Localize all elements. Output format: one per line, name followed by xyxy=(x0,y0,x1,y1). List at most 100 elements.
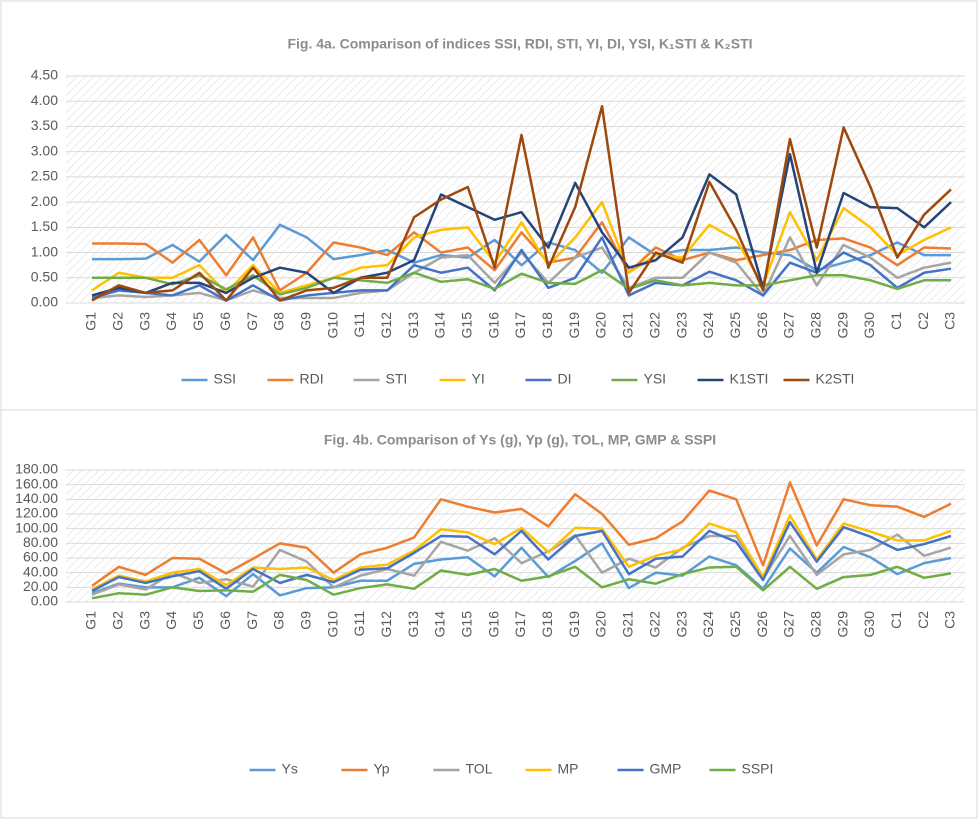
x-tick-label: G27 xyxy=(781,611,797,638)
series-line xyxy=(91,514,952,591)
x-tick-label: G9 xyxy=(297,312,313,331)
x-tick-label: G26 xyxy=(754,611,770,638)
x-tick-label: C3 xyxy=(942,312,958,330)
x-tick-label: G21 xyxy=(620,611,636,638)
y-tick-label: 80.00 xyxy=(23,534,58,550)
y-tick-label: 20.00 xyxy=(23,578,58,594)
y-tick-label: 4.00 xyxy=(31,92,58,108)
x-tick-label: G17 xyxy=(512,611,528,638)
y-tick-label: 2.00 xyxy=(31,193,58,209)
legend-label: TOL xyxy=(466,761,493,777)
legend-label: K2STI xyxy=(816,371,855,387)
x-tick-label: G5 xyxy=(190,312,206,331)
y-tick-label: 120.00 xyxy=(15,505,58,521)
x-tick-label: G13 xyxy=(405,312,421,339)
x-tick-label: G3 xyxy=(136,312,152,331)
x-tick-label: G10 xyxy=(324,611,340,638)
x-tick-label: G24 xyxy=(700,611,716,638)
x-tick-label: G25 xyxy=(727,611,743,638)
x-tick-label: G12 xyxy=(378,611,394,638)
legend-label: K1STI xyxy=(730,371,769,387)
legend-label: SSPI xyxy=(742,761,774,777)
x-tick-label: G16 xyxy=(485,312,501,339)
y-tick-label: 1.00 xyxy=(31,243,58,259)
x-tick-label: G1 xyxy=(83,312,99,331)
x-tick-label: G29 xyxy=(834,611,850,638)
x-tick-label: G23 xyxy=(673,611,689,638)
x-tick-label: G30 xyxy=(861,312,877,339)
legend-label: STI xyxy=(386,371,408,387)
legend-label: YSI xyxy=(644,371,667,387)
y-tick-label: 40.00 xyxy=(23,563,58,579)
legend-label: Yp xyxy=(374,761,390,777)
legend-label: RDI xyxy=(300,371,324,387)
x-tick-label: G5 xyxy=(190,611,206,630)
legend-label: YI xyxy=(472,371,485,387)
x-tick-label: G22 xyxy=(646,611,662,638)
x-tick-label: C3 xyxy=(942,611,958,629)
x-tick-label: C1 xyxy=(888,611,904,629)
x-tick-label: G27 xyxy=(781,312,797,339)
x-tick-label: C1 xyxy=(888,312,904,330)
y-tick-label: 0.00 xyxy=(31,294,58,310)
legend-label: Ys xyxy=(282,761,298,777)
x-tick-label: G14 xyxy=(432,312,448,339)
x-tick-label: G28 xyxy=(807,312,823,339)
series-line xyxy=(91,236,952,302)
x-tick-label: G8 xyxy=(271,312,287,331)
x-tick-label: G11 xyxy=(351,611,367,637)
x-tick-label: G4 xyxy=(163,611,179,630)
x-tick-label: C2 xyxy=(915,312,931,330)
y-tick-label: 140.00 xyxy=(15,490,58,506)
series-line xyxy=(92,223,951,274)
x-tick-label: G15 xyxy=(459,312,475,339)
x-tick-label: G1 xyxy=(83,611,99,630)
x-tick-label: G10 xyxy=(324,312,340,339)
x-tick-label: G21 xyxy=(620,312,636,339)
x-tick-label: G8 xyxy=(271,611,287,630)
x-tick-label: G24 xyxy=(700,312,716,339)
x-tick-label: G12 xyxy=(378,312,394,339)
legend-label: SSI xyxy=(214,371,237,387)
y-tick-label: 3.50 xyxy=(31,117,58,133)
y-tick-label: 2.50 xyxy=(31,168,58,184)
x-tick-label: G11 xyxy=(351,312,367,338)
y-tick-label: 3.00 xyxy=(31,142,58,158)
y-tick-label: 160.00 xyxy=(15,475,58,491)
series-line xyxy=(91,105,952,302)
x-tick-label: G25 xyxy=(727,312,743,339)
x-tick-label: G20 xyxy=(593,312,609,339)
x-tick-label: G17 xyxy=(512,312,528,339)
x-tick-label: G6 xyxy=(217,312,233,331)
y-tick-label: 1.50 xyxy=(31,218,58,234)
y-tick-label: 0.50 xyxy=(31,268,58,284)
legend-label: MP xyxy=(558,761,579,777)
x-tick-label: G3 xyxy=(136,611,152,630)
series-line xyxy=(91,481,952,587)
x-tick-label: G4 xyxy=(163,312,179,331)
x-tick-label: G23 xyxy=(673,312,689,339)
x-tick-label: G19 xyxy=(566,312,582,339)
series-line xyxy=(91,565,952,600)
x-tick-label: G16 xyxy=(485,611,501,638)
series-line xyxy=(91,520,952,593)
series-line xyxy=(91,542,952,598)
x-tick-label: G14 xyxy=(432,611,448,638)
x-tick-label: G19 xyxy=(566,611,582,638)
x-tick-label: G6 xyxy=(217,611,233,630)
x-tick-label: G18 xyxy=(539,312,555,339)
x-tick-label: G22 xyxy=(646,312,662,339)
y-tick-label: 4.50 xyxy=(31,67,58,83)
x-tick-label: G20 xyxy=(593,611,609,638)
x-tick-label: G15 xyxy=(459,611,475,638)
x-tick-label: G30 xyxy=(861,611,877,638)
series-line xyxy=(92,268,951,296)
x-tick-label: C2 xyxy=(915,611,931,629)
x-tick-label: G7 xyxy=(244,611,260,630)
x-tick-label: G26 xyxy=(754,312,770,339)
chart-title: Fig. 4a. Comparison of indices SSI, RDI,… xyxy=(287,36,752,52)
x-tick-label: G9 xyxy=(297,611,313,630)
x-tick-label: G2 xyxy=(110,611,126,630)
x-tick-label: G28 xyxy=(807,611,823,638)
